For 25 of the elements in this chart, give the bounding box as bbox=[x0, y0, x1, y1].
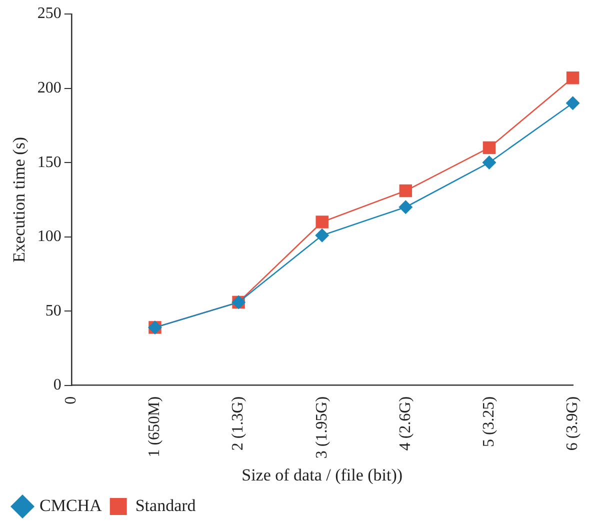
y-tick-label: 50 bbox=[45, 302, 62, 320]
y-axis-title: Execution time (s) bbox=[10, 136, 29, 262]
x-tick-label: 3 (1.95G) bbox=[313, 396, 330, 459]
y-tick-label: 150 bbox=[37, 154, 62, 171]
point bbox=[566, 72, 580, 84]
point bbox=[399, 184, 412, 198]
x-tick-label: 2 (1.3G) bbox=[230, 396, 247, 451]
x-tick-label: 5 (3.25) bbox=[480, 396, 498, 448]
x-tick-label: 4 (2.6G) bbox=[396, 396, 414, 451]
y-tick-label: 200 bbox=[37, 79, 62, 96]
y-tick-label: 250 bbox=[37, 5, 62, 22]
point bbox=[482, 141, 496, 154]
x-axis-title: Size of data / (file (bit)) bbox=[242, 465, 403, 484]
legend-label: CMCHA bbox=[40, 496, 103, 515]
x-tick-label: 6 (3.9G) bbox=[564, 396, 582, 451]
y-tick-label: 0 bbox=[53, 376, 62, 394]
x-tick-label: 1 (650M) bbox=[146, 396, 164, 458]
point bbox=[398, 200, 413, 214]
point bbox=[482, 156, 496, 170]
x-tick-label: 0 bbox=[62, 396, 80, 404]
y-tick-label: 100 bbox=[37, 228, 62, 246]
point bbox=[316, 216, 328, 228]
point bbox=[566, 96, 580, 110]
point bbox=[315, 228, 330, 242]
legend-label: Standard bbox=[135, 496, 196, 515]
